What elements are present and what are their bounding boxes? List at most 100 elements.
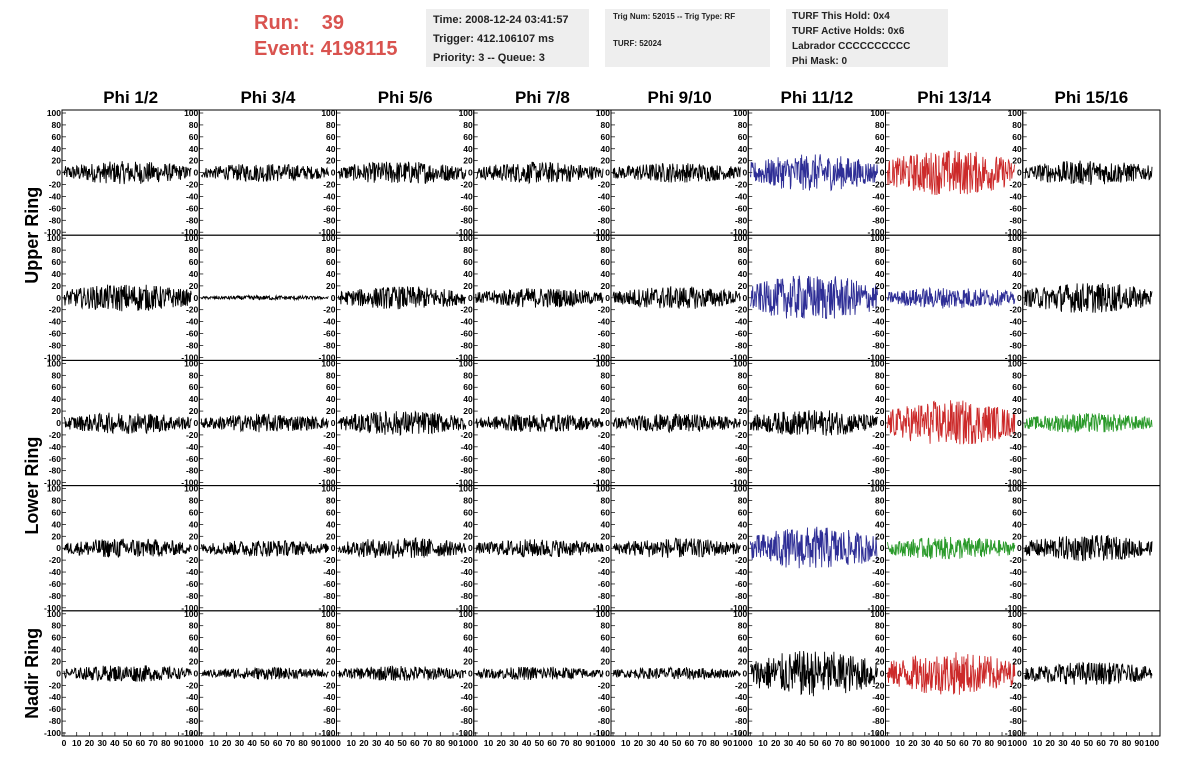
y-tick-label: 60 [463, 382, 473, 392]
y-tick-label: -100 [318, 227, 335, 237]
y-tick-label: -100 [456, 352, 473, 362]
y-tick-label: -40 [323, 567, 336, 577]
waveform-trace [63, 412, 192, 435]
y-tick-label: 100 [47, 233, 61, 243]
y-tick-label: 60 [875, 257, 885, 267]
x-tick-label: 70 [560, 738, 570, 748]
y-tick-label: 80 [463, 496, 473, 506]
x-tick-label: 10 [209, 738, 219, 748]
y-tick-label: -100 [44, 603, 61, 613]
y-tick-label: 20 [875, 406, 885, 416]
waveform-trace [475, 666, 604, 681]
y-tick-label: 60 [463, 507, 473, 517]
x-tick-label: 100 [1145, 738, 1159, 748]
y-tick-label: 40 [189, 269, 199, 279]
x-tick-label: 0 [885, 738, 890, 748]
phi-mask-line: Phi Mask: 0 [792, 56, 848, 67]
x-tick-label: 0 [199, 738, 204, 748]
y-tick-label: 0 [194, 668, 199, 678]
y-tick-label: 100 [870, 609, 884, 619]
x-tick-label: 40 [385, 738, 395, 748]
y-tick-label: 80 [738, 120, 748, 130]
y-tick-label: 0 [331, 668, 336, 678]
y-tick-label: 100 [596, 233, 610, 243]
y-tick-label: -20 [323, 680, 336, 690]
waveform-trace [749, 275, 878, 320]
y-tick-label: -80 [598, 591, 611, 601]
y-tick-label: 80 [189, 245, 199, 255]
y-tick-label: -40 [1009, 191, 1022, 201]
y-tick-label: -80 [49, 340, 62, 350]
y-tick-label: -20 [49, 180, 62, 190]
y-tick-label: 60 [326, 507, 336, 517]
x-tick-label: 10 [72, 738, 82, 748]
y-tick-label: -60 [49, 329, 62, 339]
y-tick-label: -60 [598, 329, 611, 339]
y-tick-label: -60 [460, 454, 473, 464]
y-tick-label: 100 [184, 484, 198, 494]
waveform-trace [612, 537, 741, 558]
y-tick-label: 20 [189, 656, 199, 666]
y-tick-label: 40 [875, 144, 885, 154]
y-tick-label: 100 [596, 358, 610, 368]
y-tick-label: -80 [1009, 466, 1022, 476]
x-tick-label: 40 [1071, 738, 1081, 748]
y-tick-label: 100 [870, 233, 884, 243]
y-tick-label: -80 [1009, 340, 1022, 350]
y-tick-label: 40 [52, 645, 62, 655]
y-tick-label: -40 [1009, 567, 1022, 577]
y-tick-label: 100 [459, 484, 473, 494]
y-tick-label: -40 [1009, 317, 1022, 327]
y-tick-label: 0 [468, 668, 473, 678]
x-tick-label: 80 [1122, 738, 1132, 748]
y-tick-label: -100 [1005, 478, 1022, 488]
y-tick-label: -40 [735, 567, 748, 577]
y-tick-label: -40 [872, 692, 885, 702]
run-label: Run: [254, 12, 300, 34]
y-tick-label: -40 [598, 692, 611, 702]
x-tick-label: 50 [946, 738, 956, 748]
y-tick-label: -60 [1009, 329, 1022, 339]
y-tick-label: -100 [867, 352, 884, 362]
y-tick-label: -100 [318, 352, 335, 362]
y-tick-label: 80 [738, 370, 748, 380]
y-tick-label: -80 [735, 215, 748, 225]
y-tick-label: 60 [326, 382, 336, 392]
y-tick-label: -40 [735, 191, 748, 201]
x-tick-label: 20 [771, 738, 781, 748]
y-tick-label: 20 [738, 656, 748, 666]
y-tick-label: 100 [870, 484, 884, 494]
waveform-trace [338, 161, 467, 184]
waveform-trace [1024, 661, 1153, 685]
y-tick-label: 20 [463, 406, 473, 416]
y-tick-label: -80 [323, 215, 336, 225]
y-tick-label: 100 [459, 108, 473, 118]
y-tick-label: -80 [186, 340, 199, 350]
waveform-trace [1024, 534, 1153, 562]
waveform-trace [1024, 160, 1153, 185]
y-tick-label: -100 [867, 728, 884, 738]
y-tick-label: 60 [189, 132, 199, 142]
x-tick-label: 0 [62, 738, 67, 748]
turf-line: TURF: 52024 [613, 39, 662, 48]
waveform-trace [475, 161, 604, 185]
x-tick-label: 100 [459, 738, 473, 748]
y-tick-label: -20 [872, 180, 885, 190]
y-tick-label: 40 [601, 269, 611, 279]
y-tick-label: 100 [733, 233, 747, 243]
y-tick-label: 100 [1008, 108, 1022, 118]
y-tick-label: 20 [1012, 656, 1022, 666]
y-tick-label: 0 [56, 543, 61, 553]
y-tick-label: 80 [189, 496, 199, 506]
y-tick-label: -40 [49, 191, 62, 201]
y-tick-label: 0 [880, 293, 885, 303]
x-tick-label: 10 [346, 738, 356, 748]
y-tick-label: -60 [323, 329, 336, 339]
y-tick-label: 0 [880, 543, 885, 553]
y-tick-label: 60 [1012, 382, 1022, 392]
y-tick-label: -100 [730, 352, 747, 362]
y-tick-label: -100 [867, 603, 884, 613]
y-tick-label: -60 [186, 329, 199, 339]
y-tick-label: -100 [181, 227, 198, 237]
x-tick-label: 90 [174, 738, 184, 748]
